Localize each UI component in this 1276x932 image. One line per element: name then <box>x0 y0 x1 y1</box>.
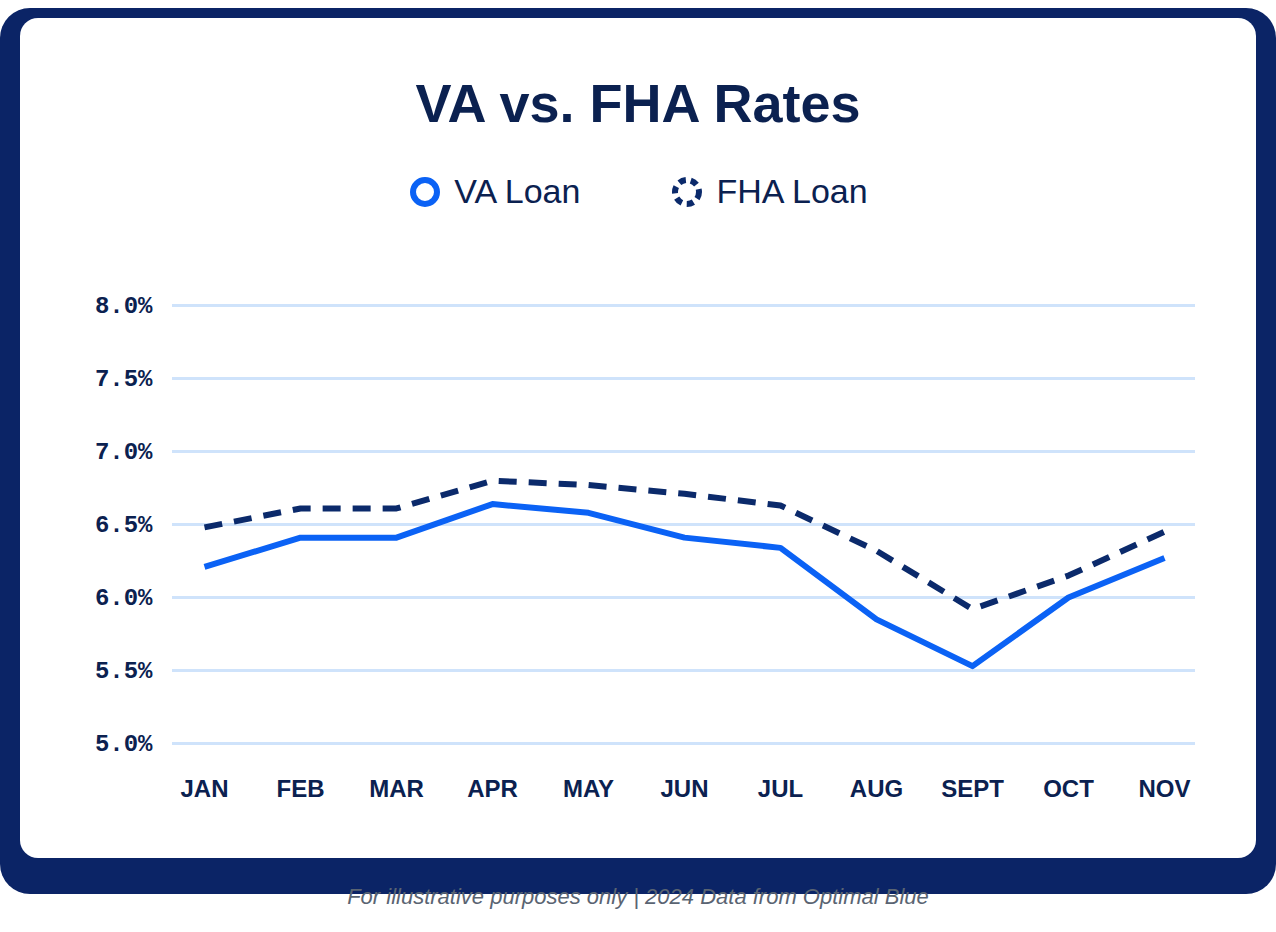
svg-text:5.5%: 5.5% <box>95 658 153 685</box>
svg-text:JUL: JUL <box>758 775 803 802</box>
svg-text:SEPT: SEPT <box>941 775 1004 802</box>
html-text:FHA Loan: FHA Loan <box>716 172 868 210</box>
svg-text:7.5%: 7.5% <box>95 366 153 393</box>
svg-text:AUG: AUG <box>850 775 903 802</box>
svg-text:8.0%: 8.0% <box>95 293 153 320</box>
svg-text:5.0%: 5.0% <box>95 731 153 758</box>
svg-text:6.5%: 6.5% <box>95 512 153 539</box>
svg-text:OCT: OCT <box>1043 775 1094 802</box>
svg-text:JUN: JUN <box>660 775 708 802</box>
svg-text:APR: APR <box>467 775 518 802</box>
html-text:VA Loan: VA Loan <box>454 172 581 210</box>
html-text:VA vs. FHA Rates: VA vs. FHA Rates <box>415 73 861 133</box>
html-text:For illustrative purposes only: For illustrative purposes only | 2024 Da… <box>347 884 929 909</box>
svg-text:MAR: MAR <box>369 775 424 802</box>
svg-text:MAY: MAY <box>563 775 614 802</box>
svg-text:JAN: JAN <box>180 775 228 802</box>
svg-text:FEB: FEB <box>277 775 325 802</box>
svg-text:NOV: NOV <box>1138 775 1190 802</box>
svg-text:6.0%: 6.0% <box>95 585 153 612</box>
svg-text:7.0%: 7.0% <box>95 439 153 466</box>
